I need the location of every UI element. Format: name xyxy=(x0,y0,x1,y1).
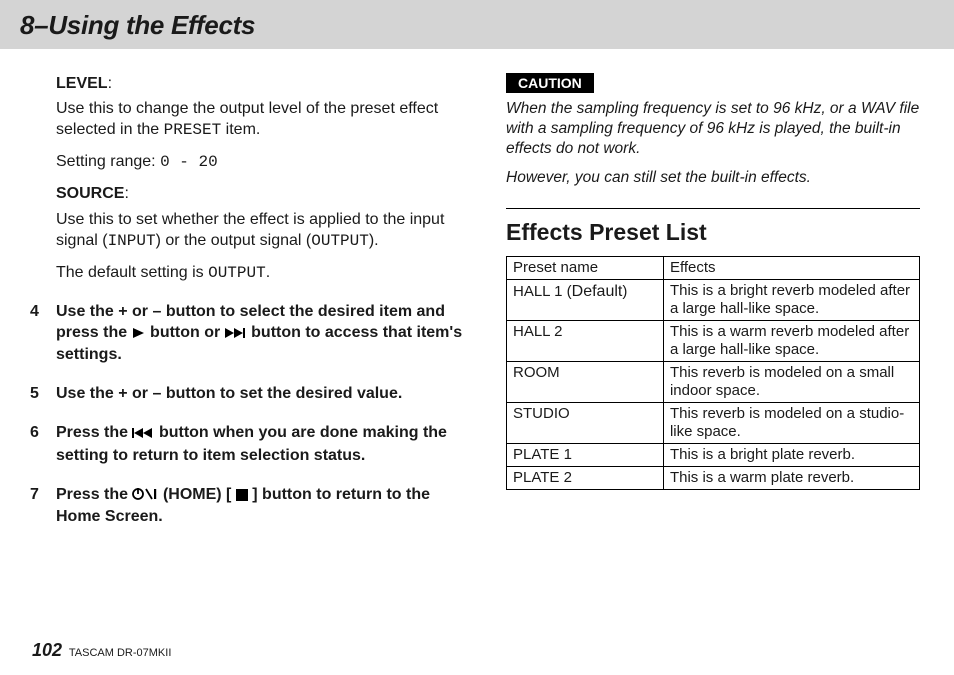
model-name: TASCAM DR-07MKII xyxy=(69,647,171,659)
step-6: Press the button when you are done makin… xyxy=(30,423,470,467)
text: (HOME) [ xyxy=(163,486,231,503)
preset-name: STUDIO xyxy=(507,403,664,444)
stop-icon xyxy=(236,487,248,508)
rewind-icon xyxy=(132,425,154,446)
preset-name: PLATE 2 xyxy=(507,467,664,490)
source-desc: Use this to set whether the effect is ap… xyxy=(56,209,470,252)
step-4: Use the + or – button to select the desi… xyxy=(30,302,470,366)
power-home-icon xyxy=(132,487,158,508)
level-label: LEVEL xyxy=(56,75,108,92)
ffwd-icon xyxy=(225,325,247,346)
text: Setting range: xyxy=(56,153,160,170)
table-row: STUDIO This reverb is modeled on a studi… xyxy=(507,403,920,444)
page-title: 8–Using the Effects xyxy=(20,10,934,41)
caution-label: CAUTION xyxy=(506,73,594,93)
left-column: LEVEL: Use this to change the output lev… xyxy=(56,73,470,528)
separator xyxy=(506,208,920,209)
presets-table: Preset name Effects HALL 1 (Default) Thi… xyxy=(506,256,920,490)
page-footer: 102 TASCAM DR-07MKII xyxy=(32,640,171,661)
col-effects: Effects xyxy=(663,257,919,280)
text: ) or the output signal ( xyxy=(156,232,312,249)
right-column: CAUTION When the sampling frequency is s… xyxy=(506,73,920,528)
source-label-line: SOURCE: xyxy=(56,183,470,204)
table-header-row: Preset name Effects xyxy=(507,257,920,280)
preset-effect: This is a warm reverb modeled after a la… xyxy=(663,321,919,362)
play-icon xyxy=(132,325,146,346)
text: ). xyxy=(369,232,379,249)
table-row: PLATE 2 This is a warm plate reverb. xyxy=(507,467,920,490)
content-area: LEVEL: Use this to change the output lev… xyxy=(0,49,954,528)
text: ) xyxy=(622,283,627,300)
table-row: PLATE 1 This is a bright plate reverb. xyxy=(507,444,920,467)
section-title: Effects Preset List xyxy=(506,219,920,246)
source-label: SOURCE xyxy=(56,185,124,202)
range-value: 0 - 20 xyxy=(160,153,218,171)
preset-name: PLATE 1 xyxy=(507,444,664,467)
default-text: Default xyxy=(572,283,623,300)
text: The default setting is xyxy=(56,264,208,281)
preset-effect: This is a warm plate reverb. xyxy=(663,467,919,490)
preset-effect: This reverb is modeled on a small indoor… xyxy=(663,362,919,403)
setting-range: Setting range: 0 - 20 xyxy=(56,151,470,173)
default-desc: The default setting is OUTPUT. xyxy=(56,262,470,284)
caution-text-2: However, you can still set the built-in … xyxy=(506,168,920,188)
table-row: HALL 1 (Default) This is a bright reverb… xyxy=(507,280,920,321)
level-desc: Use this to change the output level of t… xyxy=(56,98,470,141)
col-preset-name: Preset name xyxy=(507,257,664,280)
preset-inline: PRESET xyxy=(164,121,222,139)
table-row: HALL 2 This is a warm reverb modeled aft… xyxy=(507,321,920,362)
preset-name: ROOM xyxy=(507,362,664,403)
text: . xyxy=(266,264,270,281)
text: Press the xyxy=(56,486,132,503)
step-7: Press the (HOME) [ ] button to return to… xyxy=(30,485,470,529)
page-number: 102 xyxy=(32,640,62,660)
text: Press the xyxy=(56,424,132,441)
input-inline: INPUT xyxy=(108,232,156,250)
preset-effect: This is a bright reverb modeled after a … xyxy=(663,280,919,321)
output-inline: OUTPUT xyxy=(311,232,369,250)
preset-name: HALL 1 (Default) xyxy=(507,280,664,321)
page-header: 8–Using the Effects xyxy=(0,0,954,49)
steps-list: Use the + or – button to select the desi… xyxy=(30,302,470,528)
text: button or xyxy=(150,324,225,341)
text: item. xyxy=(221,121,260,138)
caution-text-1: When the sampling frequency is set to 96… xyxy=(506,99,920,158)
preset-effect: This is a bright plate reverb. xyxy=(663,444,919,467)
level-label-line: LEVEL: xyxy=(56,73,470,94)
preset-name: HALL 2 xyxy=(507,321,664,362)
preset-effect: This reverb is modeled on a studio-like … xyxy=(663,403,919,444)
table-row: ROOM This reverb is modeled on a small i… xyxy=(507,362,920,403)
output-default-inline: OUTPUT xyxy=(208,264,266,282)
step-5: Use the + or – button to set the desired… xyxy=(30,384,470,405)
text: HALL 1 ( xyxy=(513,283,572,300)
